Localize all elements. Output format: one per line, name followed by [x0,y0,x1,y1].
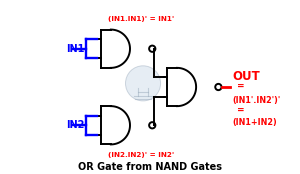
Text: (IN2.IN2)' = IN2': (IN2.IN2)' = IN2' [108,152,175,158]
Text: (IN1+IN2): (IN1+IN2) [232,118,277,127]
Text: IN2: IN2 [67,120,85,130]
Text: IN1: IN1 [67,44,85,54]
Circle shape [125,66,160,101]
Text: =: = [237,106,245,115]
Text: OR Gate from NAND Gates: OR Gate from NAND Gates [78,162,222,172]
Text: =: = [237,82,245,91]
Text: (IN1.IN1)' = IN1': (IN1.IN1)' = IN1' [108,16,175,22]
Text: OUT: OUT [232,70,260,83]
Text: (IN1'.IN2')': (IN1'.IN2')' [232,96,280,105]
